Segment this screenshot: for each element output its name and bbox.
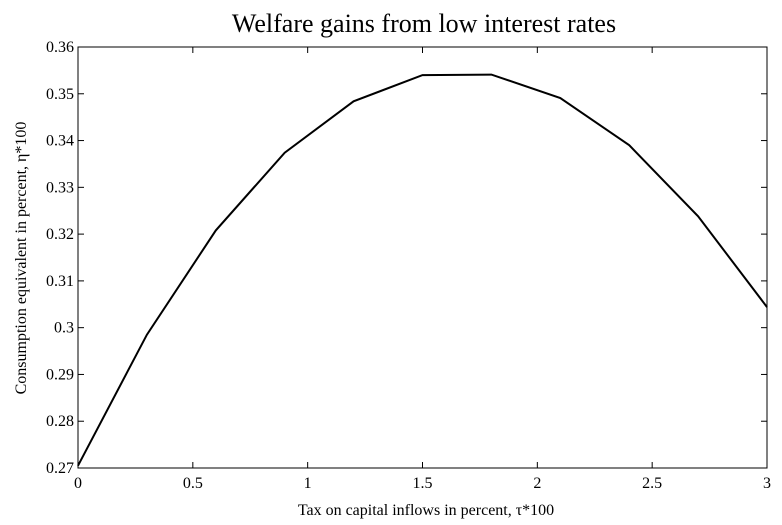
y-tick-label: 0.28 bbox=[46, 413, 74, 430]
x-tick-label: 2.5 bbox=[642, 475, 662, 492]
y-tick-label: 0.33 bbox=[46, 179, 74, 196]
x-axis: 0 0.5 1 1.5 2 2.5 3 bbox=[74, 47, 771, 492]
y-axis: 0.27 0.28 0.29 0.3 0.31 0.32 0.33 0.34 0.35 0.36 bbox=[46, 39, 767, 477]
y-tick-label: 0.31 bbox=[46, 273, 74, 290]
y-tick-label: 0.3 bbox=[54, 320, 74, 337]
x-tick-label: 1.5 bbox=[413, 475, 433, 492]
y-tick-label: 0.36 bbox=[46, 39, 74, 56]
x-tick-label: 2 bbox=[533, 475, 541, 492]
x-tick-label: 0.5 bbox=[183, 475, 203, 492]
y-tick-label: 0.32 bbox=[46, 226, 74, 243]
x-tick-label: 0 bbox=[74, 475, 82, 492]
series-line bbox=[77, 73, 768, 467]
plot-area-frame bbox=[77, 46, 768, 469]
y-tick-label: 0.27 bbox=[46, 460, 74, 477]
y-tick-label: 0.29 bbox=[46, 366, 74, 383]
x-tick-label: 1 bbox=[304, 475, 312, 492]
x-tick-label: 3 bbox=[763, 475, 771, 492]
chart-title: Welfare gains from low interest rates bbox=[232, 9, 616, 38]
y-tick-label: 0.35 bbox=[46, 86, 74, 103]
y-tick-label: 0.34 bbox=[46, 133, 74, 150]
x-axis-label: Tax on capital inflows in percent, τ*100 bbox=[298, 502, 554, 519]
y-axis-label: Consumption equivalent in percent, η*100 bbox=[13, 122, 30, 395]
